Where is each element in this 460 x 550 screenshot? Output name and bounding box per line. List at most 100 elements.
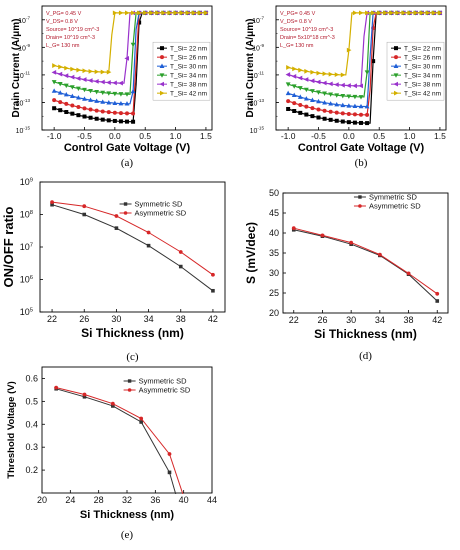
series-marker <box>76 95 81 100</box>
series-marker <box>303 77 309 82</box>
series-marker <box>112 10 118 16</box>
legend-label: T_Si= 38 nm <box>170 81 207 88</box>
series-marker <box>118 119 123 124</box>
y-tick-label: 10-15 <box>16 126 31 136</box>
series-marker <box>82 106 87 111</box>
series-marker <box>100 90 106 96</box>
y-tick-label: 10-13 <box>250 98 265 108</box>
series-marker <box>297 75 303 81</box>
series-marker <box>52 63 57 68</box>
legend-swatch-marker <box>394 55 398 60</box>
y-tick-label: 10-9 <box>252 43 264 53</box>
series-marker <box>179 10 185 16</box>
x-tick-label: 44 <box>207 495 217 505</box>
annotation-text: L_G= 130 nm <box>46 43 80 49</box>
panel-b-drain-current-chart: -1.0 -0.5 0.0 0.5 1.0 1.5 10-15 10-13 10-11 10-9 1… <box>245 5 447 169</box>
y-tick-label: 107 <box>20 242 33 252</box>
series-marker <box>88 89 93 94</box>
series-marker <box>50 200 54 205</box>
series-marker <box>100 117 105 122</box>
series-marker <box>82 392 87 397</box>
series-marker <box>70 103 75 108</box>
series-marker <box>291 84 297 89</box>
series-marker <box>82 114 87 119</box>
series-marker <box>81 77 87 82</box>
series-marker <box>70 66 75 72</box>
y-tick-label: 0.6 <box>25 373 38 383</box>
series-marker <box>185 10 191 16</box>
series-marker <box>298 110 303 115</box>
series-marker <box>346 112 351 117</box>
x-tick-label: 30 <box>346 315 356 325</box>
series-marker <box>435 299 440 303</box>
annotation-text: V_DS= 0.8 V <box>280 19 312 25</box>
y-tick-label: 20 <box>269 308 279 318</box>
y-tick-label: 40 <box>269 228 279 238</box>
series-marker <box>203 10 209 16</box>
legend-swatch-marker <box>159 81 164 87</box>
series-marker <box>316 107 321 112</box>
legend-swatch-marker <box>394 46 398 51</box>
series-marker <box>82 68 88 74</box>
series-marker <box>139 416 144 421</box>
series-marker <box>346 47 352 53</box>
y-tick-label: 108 <box>20 210 33 220</box>
series-marker <box>334 93 340 98</box>
series-marker <box>146 230 151 235</box>
legend-label: T_Si= 38 nm <box>404 81 441 88</box>
series-marker <box>94 116 99 121</box>
y-axis-label: Threshold Voltage (V) <box>6 381 17 478</box>
series-marker <box>334 118 339 123</box>
series-marker <box>406 271 411 276</box>
series-marker <box>334 110 339 115</box>
series-marker <box>328 101 334 106</box>
series-marker <box>69 74 75 80</box>
legend-label: Symmetric SD <box>139 377 188 386</box>
legend-swatch-marker <box>127 379 132 383</box>
series-marker <box>320 233 325 238</box>
series-marker <box>328 81 333 87</box>
series-marker <box>149 10 154 16</box>
series-marker <box>315 79 321 85</box>
legend-label: Symmetric SD <box>135 200 184 209</box>
series-marker <box>178 250 183 254</box>
series-marker <box>124 55 129 61</box>
y-tick-label: 0.5 <box>25 396 38 406</box>
series-marker <box>167 452 172 456</box>
series-marker <box>88 107 93 112</box>
series-marker <box>112 110 117 115</box>
legend-box <box>386 41 445 101</box>
x-tick-label: 1.5 <box>200 131 212 141</box>
y-tick-label: 106 <box>20 275 33 285</box>
x-tick-label: 26 <box>317 315 327 325</box>
series-marker <box>413 10 419 16</box>
series-marker <box>359 112 363 117</box>
legend-label: Asymmetric SD <box>139 386 191 395</box>
x-tick-label: -0.5 <box>77 131 92 141</box>
legend-swatch-marker <box>358 195 362 199</box>
series-marker <box>106 69 112 75</box>
series-marker <box>114 226 119 230</box>
series-marker <box>63 73 69 79</box>
series-marker <box>364 103 370 109</box>
panel-d-subthreshold-swing-chart: 22 26 30 34 38 42 20 25 30 35 40 45 50 Si Thickness (… <box>244 188 449 362</box>
series-marker <box>291 92 297 98</box>
series-marker <box>359 120 363 125</box>
x-tick-label: 26 <box>79 314 89 324</box>
series-marker <box>340 102 346 108</box>
legend-swatch-marker <box>160 55 164 60</box>
series-marker <box>211 288 215 293</box>
series-marker <box>146 243 151 248</box>
series-marker <box>100 109 105 114</box>
plot-frame <box>282 192 449 314</box>
series-marker <box>118 92 124 97</box>
y-tick-label: 10-7 <box>252 15 264 25</box>
series-marker <box>124 92 130 97</box>
series-marker <box>389 10 394 16</box>
x-axis-label: Si Thickness (nm) <box>80 509 174 521</box>
series-marker <box>292 109 297 114</box>
x-tick-label: 0.5 <box>139 131 151 141</box>
series-marker <box>155 10 160 16</box>
legend-swatch-marker <box>394 90 399 96</box>
y-tick-label: 10-9 <box>18 43 30 53</box>
